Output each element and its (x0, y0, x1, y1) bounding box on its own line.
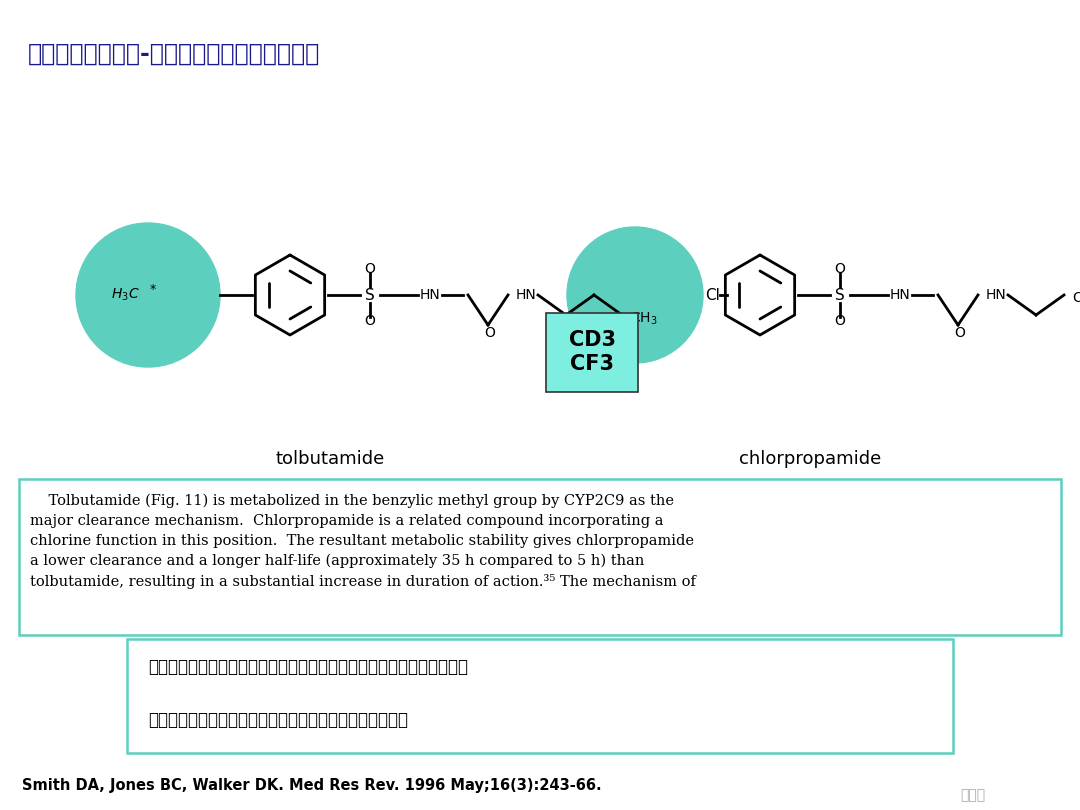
Text: O: O (835, 314, 846, 328)
Text: 研如王: 研如王 (960, 788, 985, 802)
Text: CH$_3$: CH$_3$ (1072, 291, 1080, 307)
Text: HN: HN (420, 288, 441, 302)
Text: O: O (365, 262, 376, 276)
Text: Cl: Cl (705, 288, 720, 302)
Text: HN: HN (516, 288, 537, 302)
Text: tolbutamide: tolbutamide (275, 450, 384, 468)
FancyBboxPatch shape (546, 313, 638, 392)
Text: Smith DA, Jones BC, Walker DK. Med Res Rev. 1996 May;16(3):243-66.: Smith DA, Jones BC, Walker DK. Med Res R… (22, 778, 602, 793)
Text: *: * (150, 283, 157, 296)
Circle shape (76, 223, 220, 367)
Text: chlorpropamide: chlorpropamide (739, 450, 881, 468)
Text: HN: HN (890, 288, 910, 302)
Text: 药物结构改造提示-发现代谢软点，增加半衰期: 药物结构改造提示-发现代谢软点，增加半衰期 (28, 42, 321, 66)
Text: CD3
CF3: CD3 CF3 (568, 330, 616, 374)
Text: O: O (955, 326, 966, 340)
Text: HN: HN (986, 288, 1007, 302)
Text: O: O (485, 326, 496, 340)
Text: $H_3C$: $H_3C$ (111, 287, 140, 303)
FancyBboxPatch shape (127, 639, 953, 753)
Text: S: S (365, 288, 375, 302)
Text: 封闭或改造主要代谢位点，修饰后未影响药效，大大延长了半衰期，减少

给药次数和总给药量，且减少了代谢酶基因多态性的影响。: 封闭或改造主要代谢位点，修饰后未影响药效，大大延长了半衰期，减少 给药次数和总给… (148, 658, 468, 729)
Text: S: S (835, 288, 845, 302)
Circle shape (567, 227, 703, 363)
Text: CH$_3$: CH$_3$ (630, 311, 658, 327)
Text: O: O (835, 262, 846, 276)
Text: Tolbutamide (Fig. 11) is metabolized in the benzylic methyl group by CYP2C9 as t: Tolbutamide (Fig. 11) is metabolized in … (30, 494, 696, 590)
FancyBboxPatch shape (19, 479, 1061, 635)
Text: O: O (365, 314, 376, 328)
